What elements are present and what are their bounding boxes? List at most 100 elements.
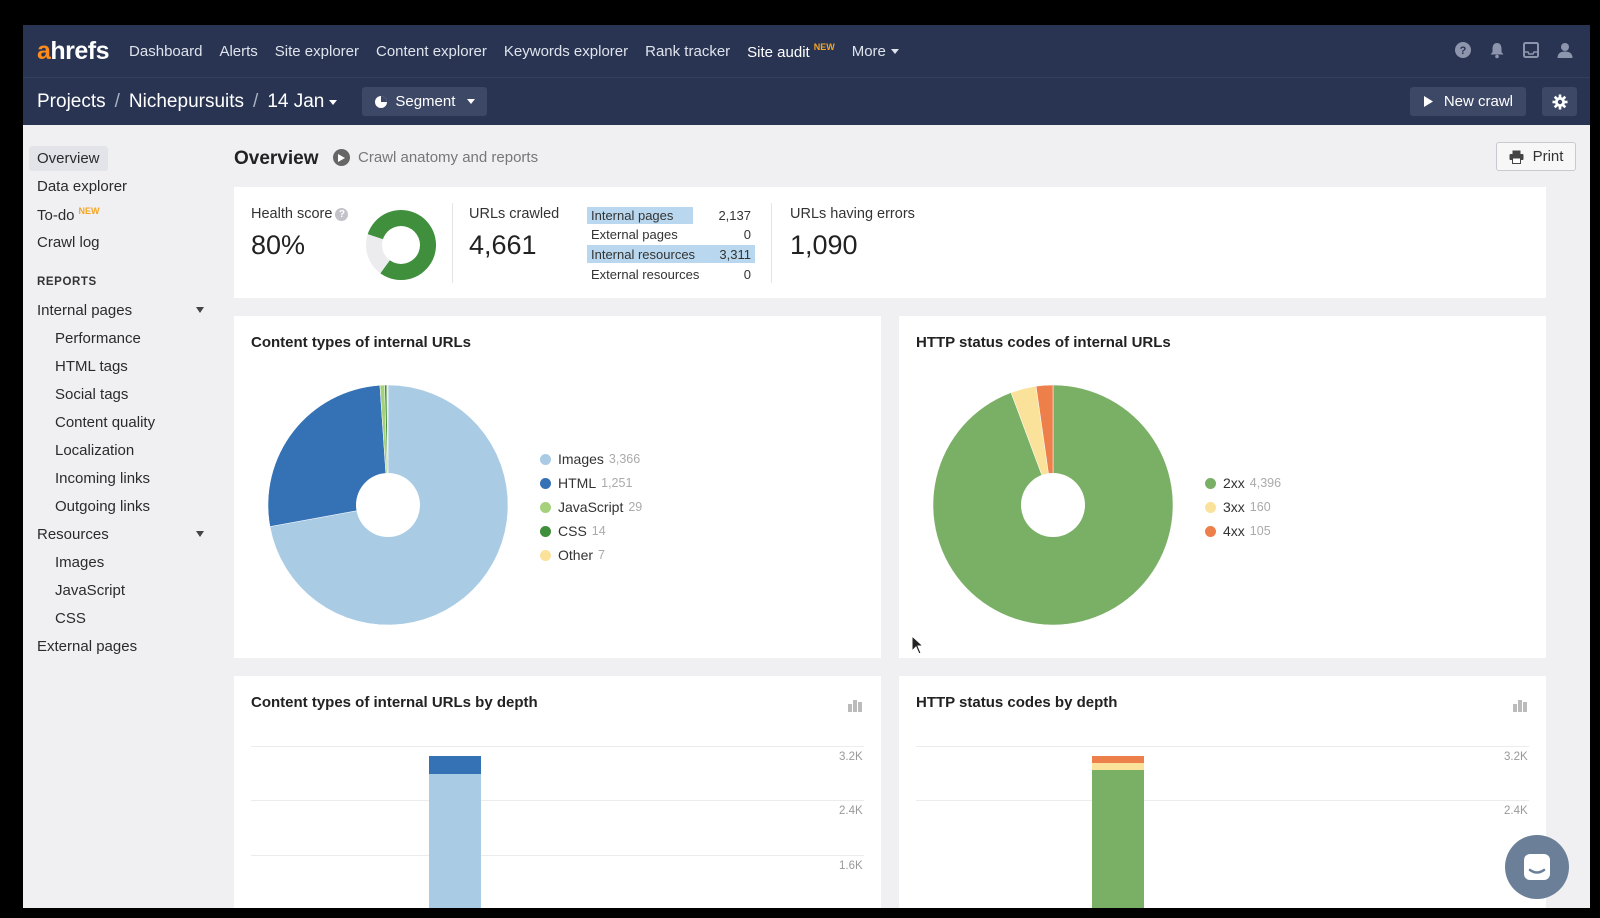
legend-dot: [540, 477, 551, 489]
sidebar-item-todo[interactable]: To-do NEW: [37, 206, 100, 224]
crawl-date-dropdown[interactable]: 14 Jan: [267, 91, 338, 113]
chart-title: HTTP status codes by depth: [916, 694, 1118, 711]
print-button[interactable]: Print: [1496, 142, 1576, 171]
legend-item-html[interactable]: HTML 1,251: [540, 471, 642, 495]
bar-2xx[interactable]: [1092, 770, 1144, 908]
stat-external-pages[interactable]: External pages 0: [591, 226, 751, 242]
play-icon: [1423, 96, 1433, 107]
legend-item-2xx[interactable]: 2xx 4,396: [1205, 471, 1281, 495]
legend-item-css[interactable]: CSS 14: [540, 519, 642, 543]
ahrefs-logo[interactable]: ahrefs: [37, 36, 110, 65]
legend-dot: [1205, 501, 1216, 513]
pie-slice-html[interactable]: [267, 385, 389, 527]
legend-item-javascript[interactable]: JavaScript 29: [540, 495, 642, 519]
collapse-triangle-icon[interactable]: [196, 307, 204, 313]
sidebar-item-crawl-log[interactable]: Crawl log: [37, 234, 100, 251]
sidebar-item-external-pages[interactable]: External pages: [37, 638, 138, 655]
chart-title: Content types of internal URLs by depth: [251, 694, 538, 711]
nav-content-explorer[interactable]: Content explorer: [376, 42, 487, 60]
legend-dot: [1205, 477, 1216, 489]
sidebar-item-internal-pages[interactable]: Internal pages: [37, 302, 133, 319]
bar-chart-icon[interactable]: [1512, 698, 1528, 712]
printer-icon: [1509, 150, 1524, 164]
stat-external-resources[interactable]: External resources 0: [591, 266, 751, 282]
legend-item-other[interactable]: Other 7: [540, 543, 642, 567]
http-status-pie: [932, 384, 1174, 626]
grid-line: [251, 855, 864, 856]
stat-internal-pages[interactable]: Internal pages 2,137: [587, 206, 755, 224]
content-depth-card: Content types of internal URLs by depth …: [234, 676, 881, 908]
mouse-cursor-icon: [911, 635, 925, 655]
bar-chart-icon[interactable]: [847, 698, 863, 712]
sidebar-item-social-tags[interactable]: Social tags: [55, 386, 129, 403]
crumb-separator: /: [253, 90, 259, 112]
help-icon[interactable]: ?: [335, 208, 349, 221]
sidebar-item-overview[interactable]: Overview: [29, 146, 108, 171]
bar-html[interactable]: [429, 756, 481, 774]
segment-button[interactable]: Segment: [362, 87, 488, 116]
stat-internal-resources[interactable]: Internal resources 3,311: [587, 245, 755, 263]
inbox-icon[interactable]: [1521, 40, 1540, 59]
chat-support-button[interactable]: [1505, 835, 1569, 899]
settings-button[interactable]: [1542, 87, 1577, 116]
urls-crawled-label: URLs crawled: [469, 206, 560, 222]
nav-rank-tracker[interactable]: Rank tracker: [645, 42, 731, 60]
play-circle-icon: [333, 149, 350, 166]
nav-more[interactable]: More: [852, 43, 899, 60]
sidebar-item-content-quality[interactable]: Content quality: [55, 414, 156, 431]
legend-dot: [1205, 525, 1216, 537]
crumb-projects[interactable]: Projects: [37, 90, 106, 112]
grid-line: [916, 800, 1529, 801]
y-tick-label: 2.4K: [1504, 805, 1528, 817]
page-title: Overview: [234, 148, 319, 169]
content-types-legend: Images 3,366 HTML 1,251 JavaScript 29 CSS 14…: [540, 447, 642, 567]
sidebar-item-css[interactable]: CSS: [55, 610, 86, 627]
bar-images[interactable]: [429, 774, 481, 908]
y-tick-label: 3.2K: [1504, 751, 1528, 763]
breadcrumb: Projects / Nichepursuits / 14 Jan: [37, 90, 338, 113]
divider: [771, 203, 772, 283]
bell-icon[interactable]: [1487, 40, 1506, 59]
sidebar-item-outgoing-links[interactable]: Outgoing links: [55, 498, 151, 515]
collapse-triangle-icon[interactable]: [196, 531, 204, 537]
donut-hole: [382, 226, 420, 264]
sidebar-item-images[interactable]: Images: [55, 554, 105, 571]
legend-item-3xx[interactable]: 3xx 160: [1205, 495, 1281, 519]
chart-title: Content types of internal URLs: [251, 334, 472, 351]
content-types-pie: [267, 384, 509, 626]
bar-4xx[interactable]: [1092, 756, 1144, 763]
sidebar-item-incoming-links[interactable]: Incoming links: [55, 470, 151, 487]
summary-card: Health score? 80% URLs crawled 4,661 Int…: [234, 187, 1546, 298]
crumb-project[interactable]: Nichepursuits: [128, 90, 245, 112]
sidebar-item-html-tags[interactable]: HTML tags: [55, 358, 128, 375]
sidebar-item-resources[interactable]: Resources: [37, 526, 109, 543]
pie-hole: [356, 473, 420, 537]
help-icon[interactable]: ?: [1453, 40, 1472, 59]
new-badge: NEW: [813, 41, 835, 52]
chevron-down-icon: [467, 99, 476, 104]
top-nav: ahrefs Dashboard Alerts Site explorer Co…: [23, 25, 1590, 77]
nav-dashboard[interactable]: Dashboard: [129, 42, 203, 60]
sidebar-item-performance[interactable]: Performance: [55, 330, 141, 347]
user-icon[interactable]: [1555, 40, 1574, 59]
legend-dot: [540, 453, 551, 465]
sidebar-item-data-explorer[interactable]: Data explorer: [37, 178, 128, 195]
nav-site-audit[interactable]: Site audit NEW: [747, 41, 835, 61]
nav-alerts[interactable]: Alerts: [219, 42, 258, 60]
urls-errors-label: URLs having errors: [790, 206, 915, 222]
urls-errors-value: 1,090: [790, 230, 858, 260]
sidebar-item-localization[interactable]: Localization: [55, 442, 135, 459]
nav-site-explorer[interactable]: Site explorer: [274, 42, 359, 60]
legend-item-4xx[interactable]: 4xx 105: [1205, 519, 1281, 543]
urls-crawled-value: 4,661: [469, 230, 537, 260]
bar-3xx[interactable]: [1092, 763, 1144, 770]
new-crawl-button[interactable]: New crawl: [1409, 87, 1526, 116]
crawl-anatomy-link[interactable]: Crawl anatomy and reports: [333, 149, 538, 166]
pie-slice-other[interactable]: [386, 384, 389, 506]
legend-dot: [540, 501, 551, 513]
nav-keywords-explorer[interactable]: Keywords explorer: [503, 42, 629, 60]
sidebar-item-javascript[interactable]: JavaScript: [55, 582, 126, 599]
reports-heading: REPORTS: [37, 276, 97, 288]
legend-item-images[interactable]: Images 3,366: [540, 447, 642, 471]
sidebar: Overview Data explorer To-do NEW Crawl lo…: [23, 125, 233, 908]
